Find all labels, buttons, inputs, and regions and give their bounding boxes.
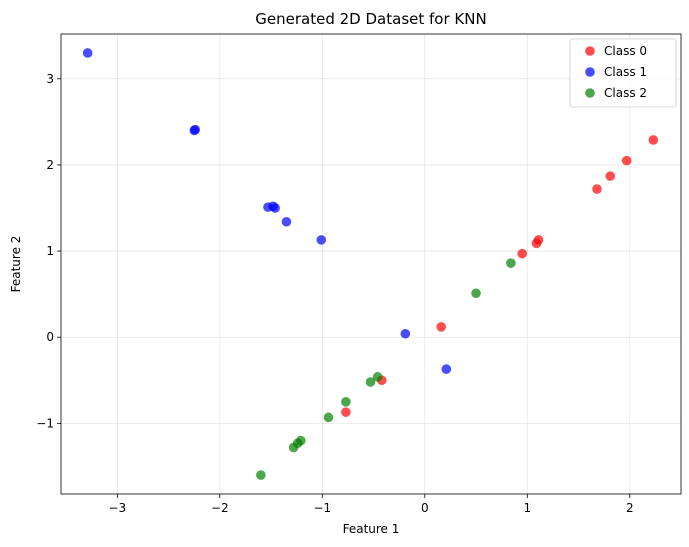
data-point-class-2 [372, 372, 383, 382]
data-point-class-2 [341, 397, 351, 407]
data-point-class-1 [189, 125, 200, 136]
y-tick-label: 0 [46, 330, 54, 344]
y-tick-label: 2 [46, 158, 54, 172]
data-point-class-2 [471, 288, 481, 299]
chart-title: Generated 2D Dataset for KNN [255, 10, 486, 28]
data-point-class-2 [365, 377, 376, 387]
data-point-class-1 [316, 235, 327, 245]
x-tick-label: −3 [109, 501, 127, 515]
legend-label-class-1: Class 1 [604, 65, 647, 79]
legend-box [569, 38, 677, 108]
data-point-class-1 [281, 216, 292, 227]
data-point-class-1 [82, 48, 93, 58]
data-point-class-0 [592, 184, 602, 194]
data-point-class-1 [400, 328, 411, 339]
legend-entries: Class 0 Class 1 Class 2 [585, 44, 647, 100]
data-point-class-1 [270, 203, 280, 213]
data-point-class-2 [506, 258, 516, 268]
legend-marker-class-0 [585, 46, 595, 56]
legend-label-class-0: Class 0 [604, 44, 647, 58]
legend-marker-class-2 [585, 88, 595, 98]
data-point-class-0 [648, 135, 659, 145]
data-points [82, 48, 659, 480]
axes-frame [60, 33, 682, 495]
x-tick-label: 1 [523, 501, 531, 515]
grid [61, 34, 681, 494]
data-point-class-0 [436, 322, 446, 332]
data-point-class-2 [256, 470, 266, 480]
legend-marker-class-1 [585, 67, 595, 77]
x-tick-label: −1 [313, 501, 331, 515]
data-point-class-0 [531, 238, 542, 249]
data-point-class-2 [288, 442, 299, 453]
legend-label-class-2: Class 2 [604, 86, 647, 100]
y-tick-label: 3 [46, 72, 54, 86]
data-point-class-0 [341, 407, 351, 417]
y-tick-label: 1 [46, 244, 54, 258]
data-point-class-2 [323, 412, 334, 423]
y-axis-label: Feature 2 [9, 236, 23, 293]
data-point-class-0 [621, 155, 632, 166]
x-tick-label: −2 [211, 501, 229, 515]
axis-ticks: −3 −2 −1 0 1 2 −1 0 1 2 3 [36, 72, 633, 515]
legend: Class 0 Class 1 Class 2 [569, 38, 677, 108]
data-point-class-0 [517, 248, 527, 259]
x-tick-label: 2 [626, 501, 634, 515]
x-axis-label: Feature 1 [343, 522, 400, 536]
y-tick-label: −1 [36, 416, 54, 430]
data-point-class-0 [605, 171, 616, 181]
data-point-class-1 [441, 364, 452, 374]
x-tick-label: 0 [421, 501, 429, 515]
